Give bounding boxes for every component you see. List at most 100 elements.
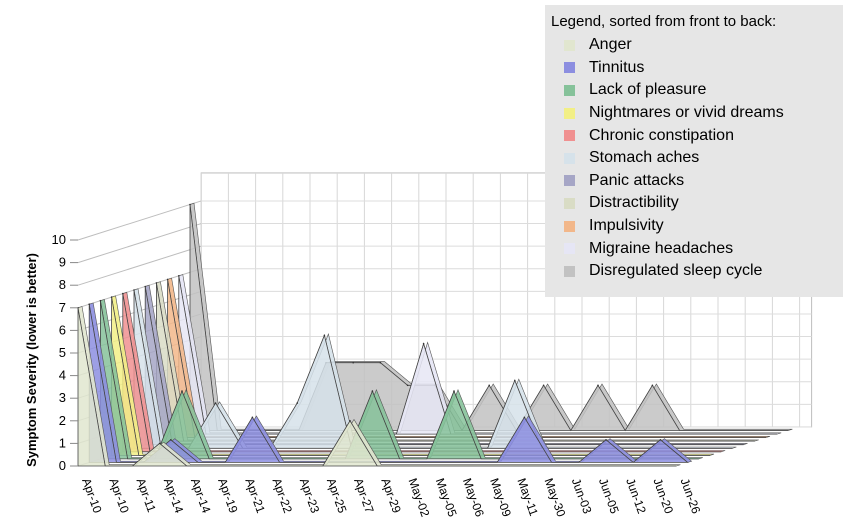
data-point [453, 390, 455, 392]
legend-swatch [564, 265, 575, 277]
x-tick-label: May-05 [433, 476, 460, 519]
legend-label: Nightmares or vivid dreams [589, 104, 784, 122]
legend-swatch [564, 175, 575, 187]
legend-swatch [564, 62, 575, 74]
legend-swatch [564, 197, 575, 209]
data-point [155, 282, 158, 284]
x-tick-label: Jun-05 [596, 476, 622, 516]
x-tick-label: Apr-14 [188, 476, 214, 515]
legend-label: Impulsivity [589, 217, 664, 235]
data-point [605, 439, 607, 441]
y-axis-ticks: 0 1 2 3 4 5 6 7 8 9 10 [52, 232, 78, 473]
legend-label: Panic attacks [589, 171, 685, 189]
legend-swatch [564, 152, 575, 164]
data-point [349, 420, 351, 422]
data-point [88, 303, 90, 306]
legend-item: Panic attacks [551, 170, 843, 193]
x-tick-label: Apr-23 [297, 476, 323, 515]
y-tick-label: 9 [59, 255, 66, 270]
y-tick-label: 8 [59, 277, 66, 292]
data-point [296, 402, 299, 404]
x-axis-ticks: Apr-10 Apr-10 Apr-11 Apr-14 Apr-14 Apr-19 Apr-… [79, 476, 703, 519]
x-tick-label: Jun-20 [650, 476, 676, 516]
x-tick-label: Apr-22 [270, 476, 296, 515]
x-tick-label: May-06 [460, 476, 487, 519]
x-tick-label: Apr-29 [378, 476, 404, 515]
data-point [651, 384, 654, 387]
x-tick-label: Jun-12 [623, 476, 649, 516]
data-point [542, 384, 545, 387]
x-tick-label: May-02 [406, 476, 433, 519]
data-point [170, 439, 172, 441]
x-tick-label: May-30 [542, 476, 569, 519]
data-point [251, 416, 254, 419]
data-point [158, 442, 161, 445]
data-point [323, 334, 326, 337]
data-point [371, 390, 374, 392]
legend-swatch [564, 39, 575, 51]
legend-swatch [564, 220, 575, 232]
legend-swatch [564, 243, 575, 255]
legend-label: Disregulated sleep cycle [589, 262, 763, 280]
data-point [166, 278, 169, 281]
series-tinnitus [88, 302, 693, 463]
y-tick-label: 2 [59, 413, 66, 428]
data-point [189, 203, 191, 206]
data-point [597, 384, 599, 387]
data-point [214, 402, 217, 404]
legend-label: Distractibility [589, 194, 679, 212]
data-point [133, 289, 135, 291]
x-tick-label: Apr-21 [242, 476, 268, 515]
y-tick-label: 1 [59, 435, 66, 450]
legend-item: Tinnitus [551, 57, 843, 80]
legend-item: Chronic constipation [551, 124, 843, 147]
x-tick-label: May-09 [487, 476, 514, 519]
x-tick-label: Jun-03 [569, 476, 595, 516]
series-anger [77, 306, 681, 467]
legend-title: Legend, sorted from front to back: [551, 13, 777, 30]
legend-label: Anger [589, 36, 632, 54]
legend-item: Migraine headaches [551, 237, 843, 260]
legend-item: Distractibility [551, 192, 843, 215]
data-point [406, 384, 409, 387]
data-point [379, 361, 382, 364]
x-tick-label: Apr-27 [351, 476, 377, 515]
x-tick-label: Apr-14 [161, 476, 187, 515]
x-tick-label: Apr-19 [215, 476, 241, 515]
x-tick-label: Apr-10 [106, 476, 132, 515]
legend-item: Nightmares or vivid dreams [551, 102, 843, 125]
legend-label: Migraine headaches [589, 239, 734, 257]
legend-swatch [564, 107, 575, 119]
x-tick-label: May-11 [514, 476, 541, 518]
data-point [352, 361, 355, 364]
grid-line-depth [77, 245, 202, 286]
legend-label: Chronic constipation [589, 126, 734, 144]
data-point [422, 342, 425, 345]
y-tick-label: 0 [59, 458, 66, 473]
x-tick-label: Apr-10 [79, 476, 105, 515]
data-point [181, 390, 183, 392]
data-point [514, 379, 516, 382]
legend-label: Tinnitus [589, 58, 645, 76]
data-point [122, 292, 124, 295]
legend-item: Lack of pleasure [551, 79, 843, 102]
legend-item: Impulsivity [551, 215, 843, 238]
y-axis-label: Symptom Severity (lower is better) [24, 253, 39, 467]
legend-swatch [564, 84, 575, 96]
x-tick-label: Apr-11 [134, 476, 159, 514]
grid-line-depth [77, 200, 202, 241]
data-point [523, 416, 526, 419]
data-point [99, 299, 102, 302]
data-point [488, 384, 491, 387]
legend-items: Anger Tinnitus Lack of pleasure Nightmares … [551, 34, 843, 283]
y-tick-label: 5 [59, 345, 66, 360]
x-tick-label: Jun-26 [678, 476, 704, 516]
grid-line-depth [77, 223, 202, 264]
chart-series [77, 202, 793, 467]
legend: Legend, sorted from front to back: Anger… [545, 5, 843, 297]
data-point [110, 296, 113, 298]
data-point [144, 285, 146, 288]
legend-item: Disregulated sleep cycle [551, 260, 843, 283]
y-tick-label: 6 [59, 322, 66, 337]
data-point [659, 439, 662, 441]
